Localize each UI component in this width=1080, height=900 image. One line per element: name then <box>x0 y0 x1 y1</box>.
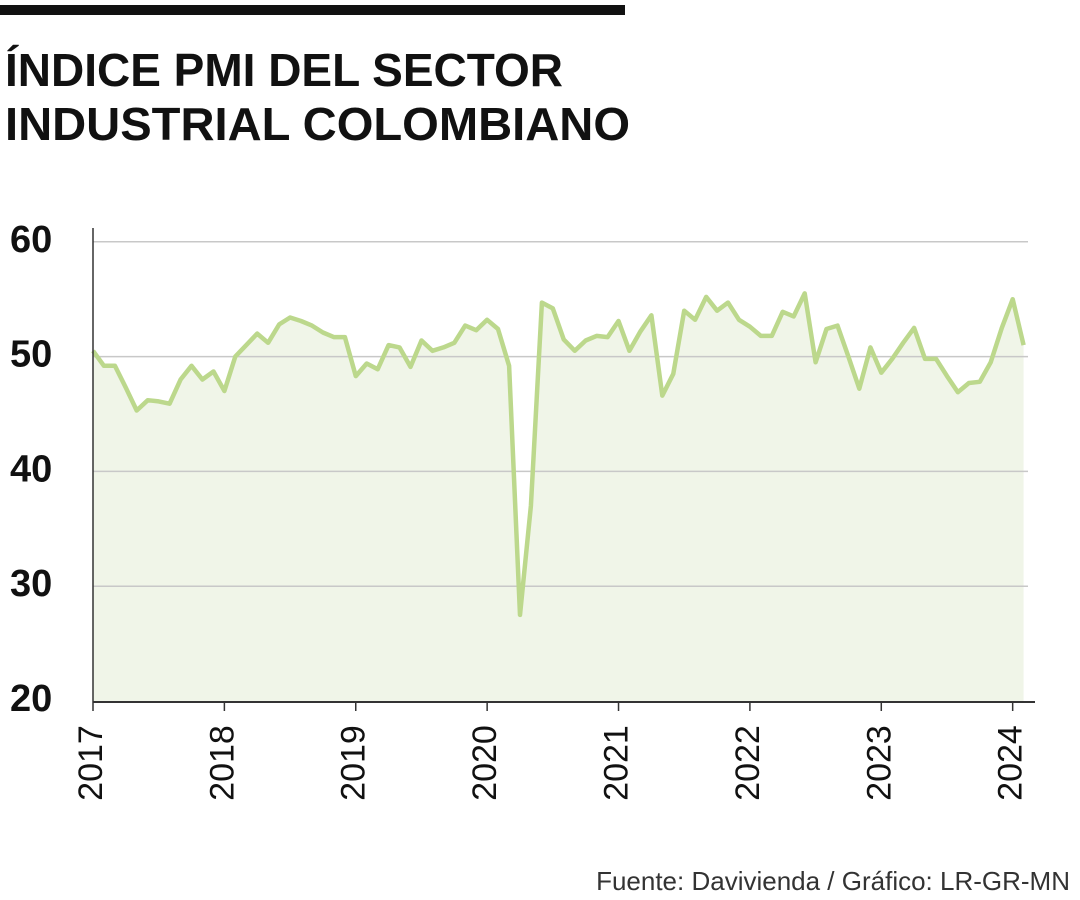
chart-title: ÍNDICE PMI DEL SECTOR <box>5 44 563 96</box>
top-bar <box>0 5 625 15</box>
line <box>91 291 1026 618</box>
x-tick-label: 2020 <box>466 725 504 801</box>
x-tick-label: 2023 <box>860 725 898 801</box>
chart-title: INDUSTRIAL COLOMBIANO <box>5 98 630 150</box>
x-tick-label: 2019 <box>335 725 373 801</box>
y-tick-label: 40 <box>10 448 52 490</box>
area <box>93 293 1024 701</box>
x-tick-label: 2022 <box>729 725 767 801</box>
y-tick-label: 30 <box>10 563 52 605</box>
x-tick-label: 2017 <box>72 725 110 801</box>
y-tick-label: 50 <box>10 334 52 376</box>
x-tick-label: 2021 <box>598 725 636 801</box>
source: Fuente: Davivienda / Gráfico: LR-GR-MN <box>596 866 1070 896</box>
y-tick-label: 60 <box>10 219 52 261</box>
y-tick-label: 20 <box>10 678 52 720</box>
x-tick-label: 2024 <box>992 725 1030 801</box>
x-tick-label: 2018 <box>203 725 241 801</box>
